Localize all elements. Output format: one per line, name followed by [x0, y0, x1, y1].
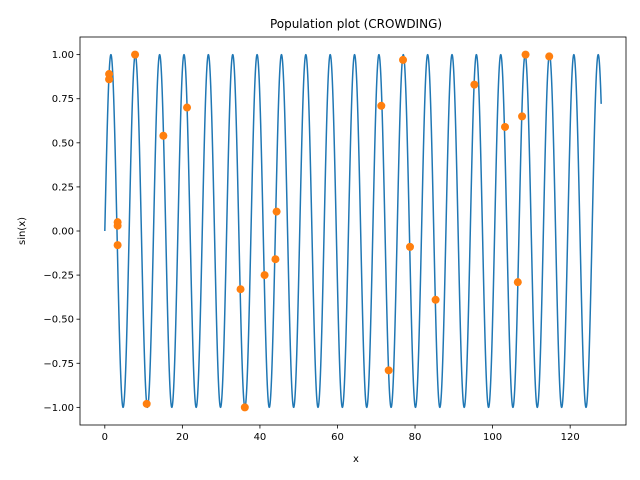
scatter-point	[236, 285, 245, 294]
y-tick-label: −0.50	[43, 315, 74, 326]
x-axis-label: x	[353, 454, 359, 465]
series-line-sin	[104, 53, 602, 409]
scatter-point	[545, 52, 554, 61]
x-tick-label: 100	[483, 432, 502, 443]
scatter-point	[260, 271, 269, 280]
y-tick-label: −0.25	[43, 271, 74, 282]
scatter-point	[470, 80, 479, 89]
scatter-point	[183, 103, 192, 112]
y-tick-label: 1.00	[52, 50, 74, 61]
scatter-point	[240, 403, 249, 412]
scatter-point	[159, 131, 168, 140]
y-tick-label: 0.25	[52, 182, 74, 193]
scatter-point	[113, 241, 122, 250]
scatter-point	[431, 295, 440, 304]
y-tick-label: 0.50	[52, 138, 74, 149]
x-tick-label: 0	[102, 432, 108, 443]
y-tick-label: 0.75	[52, 94, 74, 105]
x-tick-label: 120	[561, 432, 580, 443]
scatter-point	[384, 366, 393, 375]
scatter-point	[131, 50, 140, 59]
x-tick-label: 60	[331, 432, 344, 443]
x-tick-label: 40	[254, 432, 267, 443]
scatter-point	[399, 55, 408, 64]
x-tick-label: 80	[409, 432, 422, 443]
scatter-point	[513, 278, 522, 287]
axes-layer: 0 20 40 60 80 100 120 −1.00 −0.75 −0.50 −0.25 0.00 0…	[43, 36, 627, 443]
scatter-point	[272, 207, 281, 216]
scatter-point	[518, 112, 527, 121]
scatter-point	[271, 255, 280, 264]
scatter-point	[501, 122, 510, 131]
scatter-point	[521, 50, 530, 59]
scatter-point	[113, 221, 122, 230]
y-axis-label: sin(x)	[17, 217, 28, 245]
y-tick-label: −1.00	[43, 403, 74, 414]
scatter-point	[142, 399, 151, 408]
scatter-point	[377, 101, 386, 110]
x-tick-label: 20	[176, 432, 189, 443]
chart-title: Population plot (CROWDING)	[270, 17, 442, 31]
scatter-point	[406, 242, 414, 251]
y-tick-label: −0.75	[43, 359, 74, 370]
scatter-point	[105, 75, 114, 84]
plot-layer	[104, 50, 602, 412]
y-tick-label: 0.00	[52, 227, 74, 238]
